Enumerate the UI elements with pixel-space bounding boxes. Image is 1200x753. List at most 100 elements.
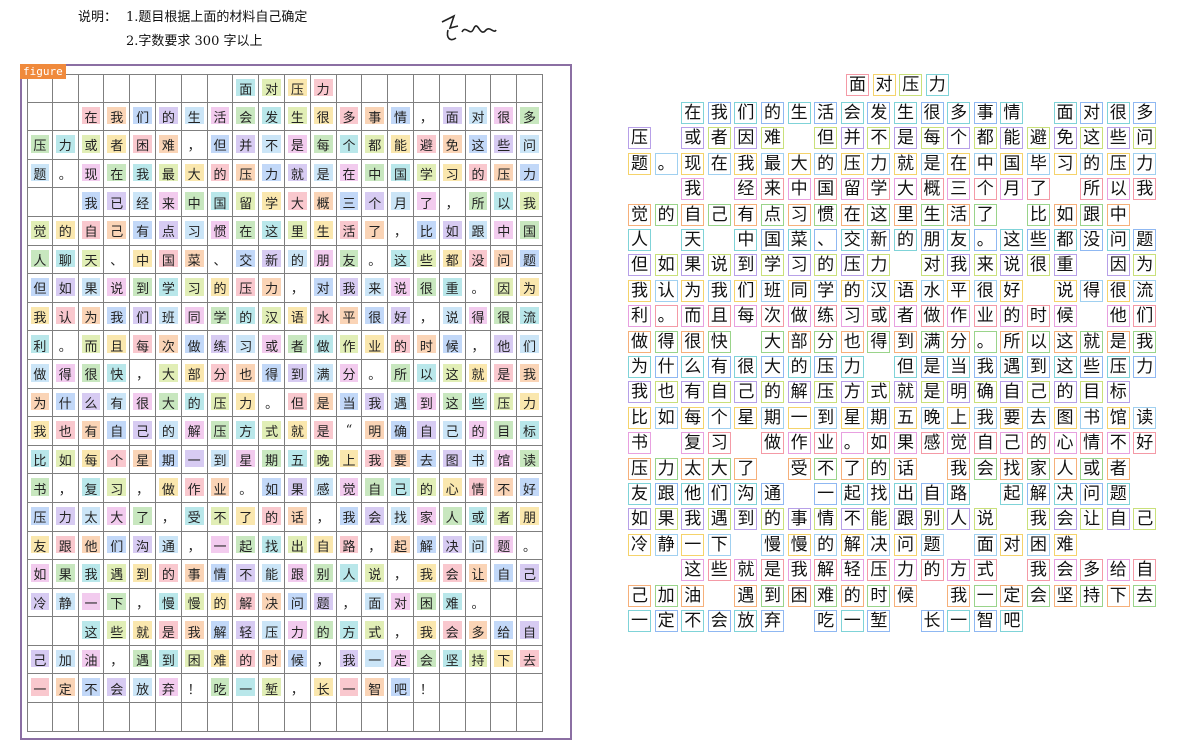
grid-cell: 但 bbox=[284, 388, 311, 418]
char-highlight bbox=[184, 192, 204, 210]
ocr-char-box: 在 bbox=[707, 152, 731, 175]
grid-cell: 每 bbox=[78, 445, 105, 475]
grid-cell: 认 bbox=[52, 302, 79, 332]
grid-cell: 去 bbox=[413, 445, 440, 475]
grid-cell: 的 bbox=[233, 302, 260, 332]
grid-cell: 所 bbox=[465, 188, 492, 217]
grid-character: 做 bbox=[316, 339, 330, 355]
char-highlight bbox=[391, 192, 410, 210]
ocr-char-box: 力 bbox=[1133, 356, 1157, 378]
char-highlight bbox=[313, 163, 333, 182]
ocr-char-box: 汉 bbox=[867, 279, 891, 302]
ocr-char-box: 有 bbox=[734, 203, 758, 226]
ocr-char-box: 们 bbox=[734, 102, 758, 124]
grid-character: 月 bbox=[394, 196, 408, 212]
char-highlight bbox=[55, 278, 75, 296]
char-highlight bbox=[339, 192, 359, 210]
char-highlight bbox=[468, 106, 488, 125]
grid-cell: 能 bbox=[259, 560, 285, 589]
ocr-char-box: 为 bbox=[681, 279, 705, 302]
grid-character: 很 bbox=[419, 282, 433, 298]
ocr-char-box: 说 bbox=[973, 508, 997, 531]
grid-character: 了 bbox=[368, 225, 382, 241]
grid-cell: 沟 bbox=[130, 531, 156, 561]
grid-character: 这 bbox=[471, 139, 485, 155]
grid-cell bbox=[491, 588, 518, 618]
grid-cell: 大 bbox=[155, 359, 182, 389]
grid-character: 压 bbox=[33, 511, 47, 527]
grid-character: 星 bbox=[136, 454, 150, 470]
grid-cell: 说 bbox=[104, 274, 131, 303]
char-highlight bbox=[210, 278, 230, 296]
ocr-char-box: 做 bbox=[760, 432, 784, 455]
grid-cell: 生 bbox=[181, 102, 208, 132]
grid-cell bbox=[284, 703, 311, 732]
grid-character: 说 bbox=[394, 282, 408, 298]
ocr-char-box: 们 bbox=[1133, 305, 1157, 328]
grid-cell: 吧 bbox=[388, 674, 414, 704]
char-highlight bbox=[107, 106, 127, 125]
grid-cell: 次 bbox=[155, 331, 182, 360]
ocr-char-box: 压 bbox=[814, 356, 838, 378]
grid-character: 多 bbox=[523, 110, 537, 126]
ocr-char-box: 者 bbox=[707, 127, 731, 150]
grid-cell: 是 bbox=[155, 617, 182, 646]
grid-character: 作 bbox=[187, 482, 201, 498]
grid-character: 这 bbox=[265, 225, 279, 241]
grid-cell: 不 bbox=[207, 502, 234, 532]
ocr-char-box: 流 bbox=[1133, 279, 1157, 302]
grid-cell: 问 bbox=[491, 245, 518, 275]
char-highlight bbox=[287, 392, 307, 411]
char-highlight bbox=[133, 449, 152, 468]
ocr-char-box: 很 bbox=[920, 102, 944, 124]
grid-character: 候 bbox=[445, 339, 459, 355]
char-highlight bbox=[81, 249, 101, 268]
ocr-char-box: 力 bbox=[867, 152, 891, 175]
grid-character: 快 bbox=[110, 368, 124, 384]
grid-cell: 现 bbox=[78, 159, 105, 189]
grid-character: 活 bbox=[213, 110, 227, 126]
grid-character: 事 bbox=[187, 568, 201, 584]
ocr-char-box: 我 bbox=[1133, 178, 1157, 201]
grid-character: 难 bbox=[445, 596, 459, 612]
grid-cell: 觉 bbox=[336, 474, 363, 503]
grid-character: 方 bbox=[342, 625, 356, 641]
grid-cell: 慢 bbox=[181, 588, 208, 618]
char-highlight bbox=[158, 163, 178, 182]
grid-cell bbox=[465, 703, 492, 732]
grid-cell: 作 bbox=[181, 474, 208, 503]
grid-character: 多 bbox=[471, 625, 485, 641]
ocr-char-box: 作 bbox=[947, 305, 971, 328]
ocr-char-box: 不 bbox=[681, 610, 705, 632]
char-highlight bbox=[442, 592, 462, 611]
grid-cell: 压 bbox=[207, 417, 234, 446]
grid-character: 。 bbox=[471, 596, 485, 612]
grid-cell: 同 bbox=[181, 302, 208, 332]
grid-cell: 比 bbox=[413, 216, 440, 246]
grid-cell: 也 bbox=[233, 359, 260, 389]
grid-cell: 的 bbox=[207, 588, 234, 618]
grid-cell bbox=[388, 74, 414, 103]
grid-character: 问 bbox=[523, 139, 537, 155]
grid-cell: 习 bbox=[104, 474, 131, 503]
grid-character: 力 bbox=[239, 396, 253, 412]
grid-cell: 说 bbox=[388, 274, 414, 303]
char-highlight bbox=[133, 135, 152, 153]
grid-character: 来 bbox=[368, 282, 382, 298]
grid-cell: 力 bbox=[517, 159, 543, 189]
ocr-char-box: 长 bbox=[920, 610, 944, 632]
char-highlight bbox=[107, 678, 127, 697]
char-highlight bbox=[133, 649, 152, 668]
grid-cell: ， bbox=[388, 560, 414, 589]
grid-character: 去 bbox=[523, 654, 537, 670]
grid-cell: 。 bbox=[362, 245, 389, 275]
grid-character: ！ bbox=[419, 682, 433, 698]
grid-character: 免 bbox=[445, 139, 459, 155]
grid-character: 练 bbox=[213, 339, 227, 355]
grid-character: 。 bbox=[523, 539, 537, 555]
char-highlight bbox=[184, 335, 204, 353]
grid-character: 压 bbox=[239, 282, 253, 298]
char-highlight bbox=[442, 220, 462, 239]
ocr-char-box: 的 bbox=[1053, 381, 1077, 404]
grid-character: 者 bbox=[290, 339, 304, 355]
